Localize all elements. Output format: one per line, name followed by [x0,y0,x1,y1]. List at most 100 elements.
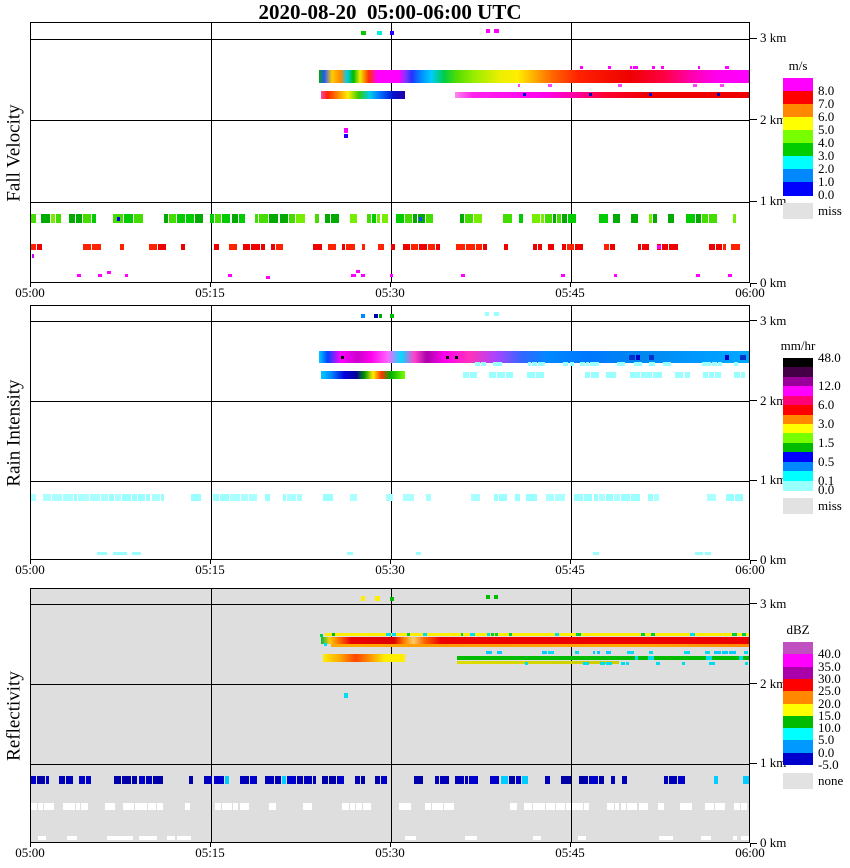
x-tickmark [749,283,751,287]
axis-title-reflectivity: Reflectivity [3,670,24,761]
colorbar-segment [783,182,813,196]
speckle-dash [313,244,322,251]
data-speck [561,274,566,278]
speckle-dash [296,214,306,224]
data-speck [694,551,703,555]
data-speck [446,355,450,359]
speckle-dash [733,803,740,810]
speckle-dash [376,214,381,224]
colorbar-tick-label: 48.0 [818,350,841,365]
speckle-dash [560,776,571,785]
x-tickmark [569,560,571,564]
data-speck [124,274,128,278]
speckle-dash [480,362,487,367]
speckle-dash [605,650,612,654]
data-speck [106,271,111,275]
speckle-dash [743,776,749,785]
data-speck [38,835,47,840]
speckle-dash [121,776,131,785]
colorbar-segment [783,433,813,444]
speckle-dash [533,244,537,251]
y-tickmark [750,119,757,121]
data-speck [454,355,458,359]
data-speck [589,92,592,96]
speckle-dash [426,493,432,501]
speckle-dash [304,776,312,785]
speckle-dash [466,244,475,251]
y-tick-label: 0 km [760,835,787,850]
speckle-dash [331,214,339,224]
speckle-dash [493,493,498,501]
speckle-dash [614,493,620,501]
speckle-dash [500,776,509,785]
x-tick-label: 05:00 [15,845,45,860]
speckle-dash [617,362,626,367]
speckle-dash [648,656,655,661]
speckle-dash [133,214,143,224]
speckle-dash [589,362,599,367]
gridline-vertical [570,589,572,842]
speckle-dash [214,214,222,224]
speckle-dash [712,656,718,661]
gridline-horizontal [31,120,749,122]
data-speck [76,274,81,278]
speckle-dash [269,803,276,810]
colorbar-tick-label: 15.0 [818,707,841,723]
speckle-dash [268,214,279,224]
speckle-dash [164,214,169,224]
speckle-dash [213,244,220,251]
speckle-dash [464,776,468,785]
data-speck [494,29,500,34]
speckle-dash [728,650,736,654]
speckle-dash [506,372,513,379]
x-tick-label: 05:45 [555,285,585,300]
colorbar-tick-label: 6.0 [818,108,835,124]
speckle-dash [709,214,718,224]
speckle-dash [689,632,696,636]
colorbar-tick-label: 25.0 [818,683,841,699]
speckle-dash [598,776,604,785]
colorbar-segment [783,367,813,378]
speckle-dash [190,493,201,501]
speckle-dash [708,372,714,379]
data-speck [494,595,499,599]
speckle-dash [403,244,410,251]
speckle-dash [137,493,145,501]
speckle-dash [518,214,523,224]
speckle-dash [655,661,660,665]
speckle-dash [51,214,55,224]
speckle-dash [697,65,700,69]
speckle-dash [114,776,121,785]
speckle-dash [575,244,583,251]
speckle-dash [562,244,566,251]
speckle-dash [404,835,416,840]
speckle-dash [705,656,712,661]
colorbar-tick-label: -5.0 [818,757,839,772]
y-tick-label: 3 km [760,30,787,46]
colorbar-segment [783,405,813,416]
speckle-dash [302,803,313,810]
data-speck [532,835,541,840]
x-tick-label: 05:15 [195,845,225,860]
speckle-dash [59,776,66,785]
y-tick-label: 3 km [760,312,787,328]
colorbar-tick-label: 4.0 [818,135,835,150]
speckle-dash [329,776,336,785]
speckle-dash [663,362,672,367]
gridline-horizontal [31,401,749,403]
data-band [454,91,749,98]
speckle-dash [184,803,190,810]
data-band [321,636,749,644]
speckle-dash [151,493,160,501]
speckle-dash [562,362,569,367]
speckle-dash [731,656,738,661]
speckle-dash [229,244,237,251]
y-tickmark [750,200,757,202]
data-speck [375,596,381,602]
gridline-horizontal [31,480,749,482]
speckle-dash [532,214,540,224]
speckle-dash [561,214,568,224]
colorbar-tick-label: 0.5 [818,453,835,469]
data-speck [351,274,357,278]
speckle-dash [606,661,613,665]
